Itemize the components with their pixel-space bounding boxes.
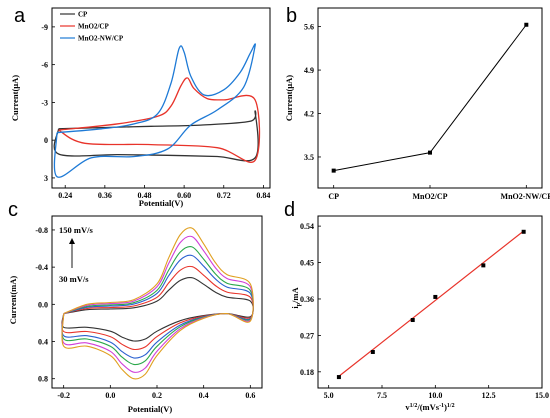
panel-d-frame <box>317 215 543 389</box>
panel-d-ytick-label: 0.54 <box>300 222 314 231</box>
panel-a-ytick-label: 3 <box>44 174 48 183</box>
panel-c-ylabel: Current(mA) <box>8 276 18 325</box>
panel-b-point <box>331 168 336 173</box>
panel-b-point <box>428 150 432 155</box>
panel-a-label: a <box>14 5 26 27</box>
panel-d-label: d <box>284 199 295 221</box>
panel-d-ytick-label: 0.36 <box>300 295 314 304</box>
panel-a-xtick-label: 0.72 <box>217 191 231 200</box>
legend-label-cp: CP <box>78 11 88 19</box>
panel-d-point <box>481 263 486 268</box>
panel-c-xlabel: Potential(V) <box>128 404 173 414</box>
panel-d-point <box>410 318 415 323</box>
panel-d-xtick-label: 15.0 <box>535 391 549 400</box>
panel-c-ytick-label: 0.4 <box>38 338 48 347</box>
panel-b-category-label: MnO2/CP <box>412 192 447 201</box>
panel-a-xtick-label: 0.48 <box>137 191 151 200</box>
panel-c-ytick-label: 0.0 <box>38 300 48 309</box>
panel-d-ytick-label: 0.45 <box>300 259 314 268</box>
panel-b-ytick-label: 5.6 <box>304 23 314 32</box>
panel-c-series-4 <box>61 235 254 373</box>
panel-a-xtick-label: 0.60 <box>177 191 191 200</box>
panel-c-frame <box>51 215 263 389</box>
panel-a-series-2 <box>53 43 256 178</box>
panel-a-xlabel: Potential(V) <box>139 198 184 208</box>
panel-b-label: b <box>286 5 297 27</box>
panel-c-xtick-label: 0.0 <box>105 391 115 400</box>
panel-c-series-1 <box>61 265 254 351</box>
annotation-30mvs: 30 mV/s <box>59 274 89 284</box>
legend-label-mno2-nw-cp: MnO2-NW/CP <box>78 35 124 43</box>
panel-d-xtick-label: 10.0 <box>428 391 442 400</box>
panel-b: b Current(μA) 3.5 4.2 4.9 5.6 CP MnO2/CP MnO2-… <box>284 5 550 201</box>
panel-c: c Potential(V) Current(mA) -0.2 0.0 0.2 0.4… <box>8 199 263 414</box>
panel-d-point <box>521 229 526 234</box>
panel-c-ytick-label: 0.8 <box>38 375 48 384</box>
panel-d-point <box>336 375 341 380</box>
panel-c-ytick-label: -0.8 <box>35 226 48 235</box>
panel-c-xtick-label: 0.6 <box>245 391 255 400</box>
panel-a-ylabel: Current(μA) <box>10 75 20 121</box>
panel-b-ytick-label: 3.5 <box>304 153 314 162</box>
panel-b-ytick-label: 4.9 <box>304 66 314 75</box>
panel-a-series-1 <box>58 77 261 163</box>
panel-b-category-label: CP <box>328 192 339 201</box>
panel-c-xtick-label: -0.2 <box>57 391 70 400</box>
panel-a: a Potential(V) Current(μA) 0.24 0.36 0.48 0… <box>10 5 271 208</box>
panel-d-ylabel: ip/mA <box>290 286 302 308</box>
panel-c-label: c <box>8 199 18 221</box>
panel-a-ytick-label: -3 <box>41 98 48 107</box>
panel-c-series-5 <box>61 227 254 380</box>
panel-b-frame <box>317 7 543 189</box>
panel-a-frame <box>51 7 271 189</box>
panel-d-ytick-label: 0.18 <box>300 368 314 377</box>
panel-c-ytick-label: -0.4 <box>35 263 48 272</box>
panel-d-xtick-label: 7.5 <box>377 391 387 400</box>
panel-a-series-0 <box>53 110 259 162</box>
panel-a-xtick-label: 0.24 <box>58 191 72 200</box>
panel-b-ylabel: Current(μA) <box>284 75 294 121</box>
panel-d-point <box>370 349 375 354</box>
panel-d-xtick-label: 12.5 <box>482 391 496 400</box>
panel-d-fit-line <box>338 230 525 377</box>
panel-b-line <box>333 24 527 172</box>
panel-a-legend: CP MnO2/CP MnO2-NW/CP <box>60 11 124 43</box>
panel-a-xtick-label: 0.84 <box>256 191 270 200</box>
panel-d-xlabel: v1/2/(mVs-1)1/2 <box>405 402 454 412</box>
panel-c-xtick-label: 0.2 <box>152 391 162 400</box>
panel-b-ytick-label: 4.2 <box>304 110 314 119</box>
panel-b-category-label: MnO2-NW/CP <box>501 192 550 201</box>
panel-b-point <box>524 22 529 27</box>
panel-a-ytick-label: 0 <box>44 136 48 145</box>
scan-rate-arrowhead <box>69 238 75 244</box>
panel-d-xtick-label: 5.0 <box>324 391 334 400</box>
annotation-150mvs: 150 mV/s <box>59 225 93 235</box>
panel-d-ytick-label: 0.27 <box>300 331 314 340</box>
panel-c-xtick-label: 0.4 <box>199 391 209 400</box>
panel-c-series-2 <box>61 254 254 359</box>
panel-a-xtick-label: 0.36 <box>98 191 112 200</box>
panel-d: d ip/mA v1/2/(mVs-1)1/2 5.0 7.5 10.0 12.5 15… <box>284 199 549 412</box>
panel-a-ytick-label: -9 <box>41 23 48 32</box>
panel-a-ytick-label: -6 <box>41 61 48 70</box>
panel-d-point <box>433 294 438 299</box>
legend-label-mno2-cp: MnO2/CP <box>78 23 109 31</box>
